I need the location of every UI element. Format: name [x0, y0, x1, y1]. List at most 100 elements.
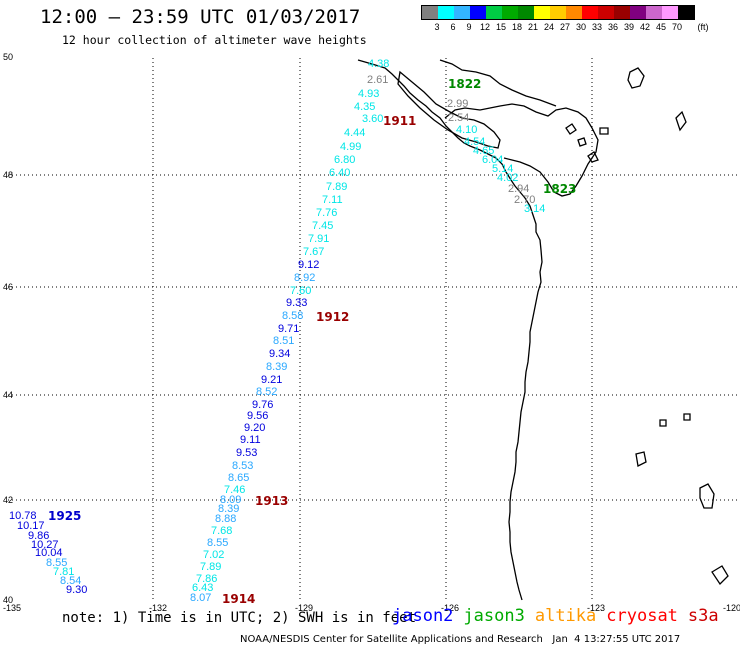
- legend-swatch: [598, 6, 614, 19]
- pass-label: 1911: [383, 114, 416, 128]
- wave-height-value: 2.94: [508, 183, 529, 195]
- wave-height-value: 3.14: [524, 203, 545, 215]
- legend-swatches: [421, 5, 695, 20]
- wave-height-value: 3.60: [362, 113, 383, 125]
- wave-height-value: 10.78: [9, 510, 37, 522]
- wave-height-value: 7.45: [312, 220, 333, 232]
- wave-height-value: 7.46: [224, 484, 245, 496]
- wave-height-value: 4.54: [464, 136, 485, 148]
- wave-height-value: 7.86: [196, 573, 217, 585]
- lon-tick-label: -120: [723, 603, 740, 613]
- wave-height-value: 4.65: [473, 145, 494, 157]
- wave-height-value: 9.30: [66, 584, 87, 596]
- coastline-salish: [444, 103, 599, 197]
- wave-height-value: 9.21: [261, 374, 282, 386]
- wave-height-value: 5.14: [492, 163, 513, 175]
- legend-labels: 3 6 9 12 15 18 21 24 27 30 33 36 39 42 45 70 (ft): [421, 20, 708, 32]
- wave-height-value: 4.38: [368, 58, 389, 70]
- legend-swatch: [438, 6, 454, 19]
- wave-height-value: 4.35: [354, 101, 375, 113]
- wave-height-value: 8.54: [60, 575, 81, 587]
- wave-height-value: 7.89: [326, 181, 347, 193]
- lat-tick-label: 40: [3, 595, 13, 605]
- legend-label: 70: [671, 22, 683, 32]
- coastline-vancouver-island: [397, 70, 501, 149]
- wave-height-value: 8.88: [215, 513, 236, 525]
- wave-height-value: 7.60: [290, 285, 311, 297]
- satellite-name-jason2: jason2: [392, 606, 454, 626]
- lon-tick-label: -129: [295, 603, 313, 613]
- legend-swatch: [614, 6, 630, 19]
- legend-label: 45: [655, 22, 667, 32]
- coastline: [357, 59, 729, 601]
- pass-label: 1912: [316, 310, 349, 324]
- legend-label: 39: [623, 22, 635, 32]
- pass-label: 1914: [222, 592, 255, 606]
- legend-swatch: [566, 6, 582, 19]
- pass-label: 1822: [448, 77, 481, 91]
- legend-swatch: [678, 6, 694, 19]
- footer-note: note: 1) Time is in UTC; 2) SWH is in fe…: [62, 610, 417, 626]
- wave-height-value: 7.68: [211, 525, 232, 537]
- lon-tick-label: -132: [149, 603, 167, 613]
- wave-height-value: 9.11: [240, 434, 261, 446]
- wave-height-value: 6.40: [329, 167, 350, 179]
- legend-label: 33: [591, 22, 603, 32]
- wave-height-value: 2.99: [447, 98, 468, 110]
- lat-tick-label: 44: [3, 390, 13, 400]
- legend-swatch: [534, 6, 550, 19]
- legend-label: 21: [527, 22, 539, 32]
- legend-swatch: [454, 6, 470, 19]
- lat-tick-label: 50: [3, 52, 13, 62]
- wave-height-value: 7.81: [53, 566, 74, 578]
- wave-height-value: 8.39: [266, 361, 287, 373]
- wave-height-value: 8.92: [294, 272, 315, 284]
- coastline-bc: [439, 59, 557, 107]
- legend-swatch: [662, 6, 678, 19]
- lon-tick-label: -135: [3, 603, 21, 613]
- wave-height-value: 4.10: [456, 124, 477, 136]
- satellite-name-cryosat: cryosat: [606, 606, 678, 626]
- wave-height-value: 4.99: [340, 141, 361, 153]
- wave-height-value: 10.27: [31, 539, 59, 551]
- color-legend: 3 6 9 12 15 18 21 24 27 30 33 36 39 42 45 70 (ft): [421, 5, 709, 32]
- lake-3: [699, 483, 715, 509]
- legend-swatch: [630, 6, 646, 19]
- legend-swatch: [422, 6, 438, 19]
- lake-2: [675, 110, 687, 132]
- legend-swatch: [550, 6, 566, 19]
- wave-height-value: 10.17: [17, 520, 45, 532]
- legend-swatch: [470, 6, 486, 19]
- pass-label: 1823: [543, 182, 576, 196]
- wave-height-value: 7.02: [203, 549, 224, 561]
- page-title: 12:00 — 23:59 UTC 01/03/2017: [40, 6, 361, 28]
- wave-height-value: 9.34: [269, 348, 290, 360]
- wave-height-value: 8.51: [273, 335, 294, 347]
- wave-height-value: 8.58: [282, 310, 303, 322]
- wave-height-value: 8.39: [218, 503, 239, 515]
- wave-height-value: 9.56: [247, 410, 268, 422]
- legend-label: 12: [479, 22, 491, 32]
- legend-swatch: [502, 6, 518, 19]
- wave-height-value: 8.07: [190, 592, 211, 604]
- wave-height-value: 9.20: [244, 422, 265, 434]
- lat-tick-label: 46: [3, 282, 13, 292]
- lake-5: [711, 565, 729, 586]
- lon-tick-label: -123: [587, 603, 605, 613]
- legend-label: 6: [450, 22, 456, 32]
- wave-height-value: 4.02: [497, 172, 518, 184]
- wave-height-value: 4.44: [344, 127, 365, 139]
- legend-swatch: [582, 6, 598, 19]
- wave-height-value: 8.52: [256, 386, 277, 398]
- wave-height-value: 6.43: [192, 582, 213, 594]
- wave-height-value: 2.61: [367, 74, 388, 86]
- legend-label: 42: [639, 22, 651, 32]
- axis-labels: -135 -132 -129 -126 -123 -120 50 48 46 44 42 40: [3, 52, 740, 613]
- legend-label: 9: [466, 22, 472, 32]
- wave-height-value: 7.67: [303, 246, 324, 258]
- wave-height-value: 8.65: [228, 472, 249, 484]
- lat-tick-label: 48: [3, 170, 13, 180]
- legend-label: 18: [511, 22, 523, 32]
- lat-lon-grid: [8, 58, 738, 600]
